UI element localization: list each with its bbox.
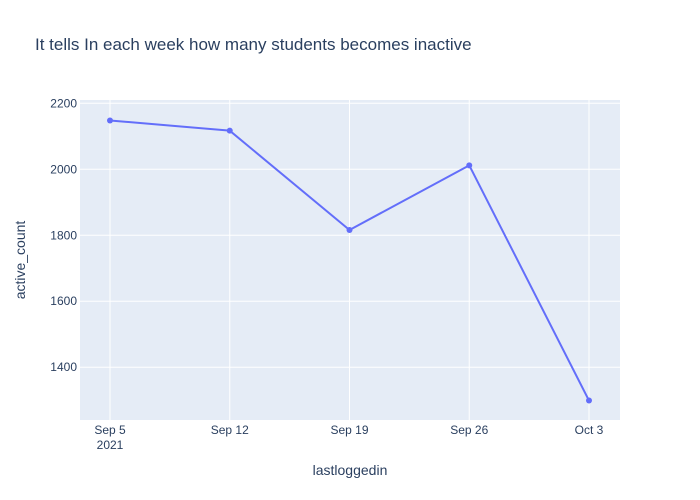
data-point: [586, 397, 592, 404]
data-point: [346, 226, 353, 233]
data-point: [226, 127, 233, 134]
x-axis-title: lastloggedin: [313, 462, 388, 478]
y-tick-label: 1400: [50, 360, 77, 374]
data-point: [466, 162, 473, 169]
x-gridlines: [109, 100, 590, 420]
y-gridlines: [80, 102, 620, 368]
x-tick-year-label: 2021: [97, 438, 124, 452]
x-tick-label: Sep 19: [330, 423, 368, 437]
x-tick-label: Oct 3: [575, 423, 604, 437]
series-group: [107, 117, 592, 404]
y-tick-label: 1600: [50, 294, 77, 308]
x-tick-label: Sep 12: [211, 423, 249, 437]
x-tick-label: Sep 5: [94, 423, 126, 437]
chart-title: It tells In each week how many students …: [35, 35, 472, 54]
x-tick-label: Sep 26: [450, 423, 488, 437]
y-tick-label: 1800: [50, 228, 77, 242]
y-tick-label: 2000: [50, 162, 77, 176]
y-tick-labels: 1400 1600 1800 2000 2200: [50, 96, 77, 374]
y-axis-title: active_count: [12, 221, 28, 300]
y-tick-label: 2200: [50, 96, 77, 110]
x-tick-labels: Sep 5 Sep 12 Sep 19 Sep 26 Oct 3 2021: [94, 423, 603, 452]
data-point: [107, 117, 113, 124]
